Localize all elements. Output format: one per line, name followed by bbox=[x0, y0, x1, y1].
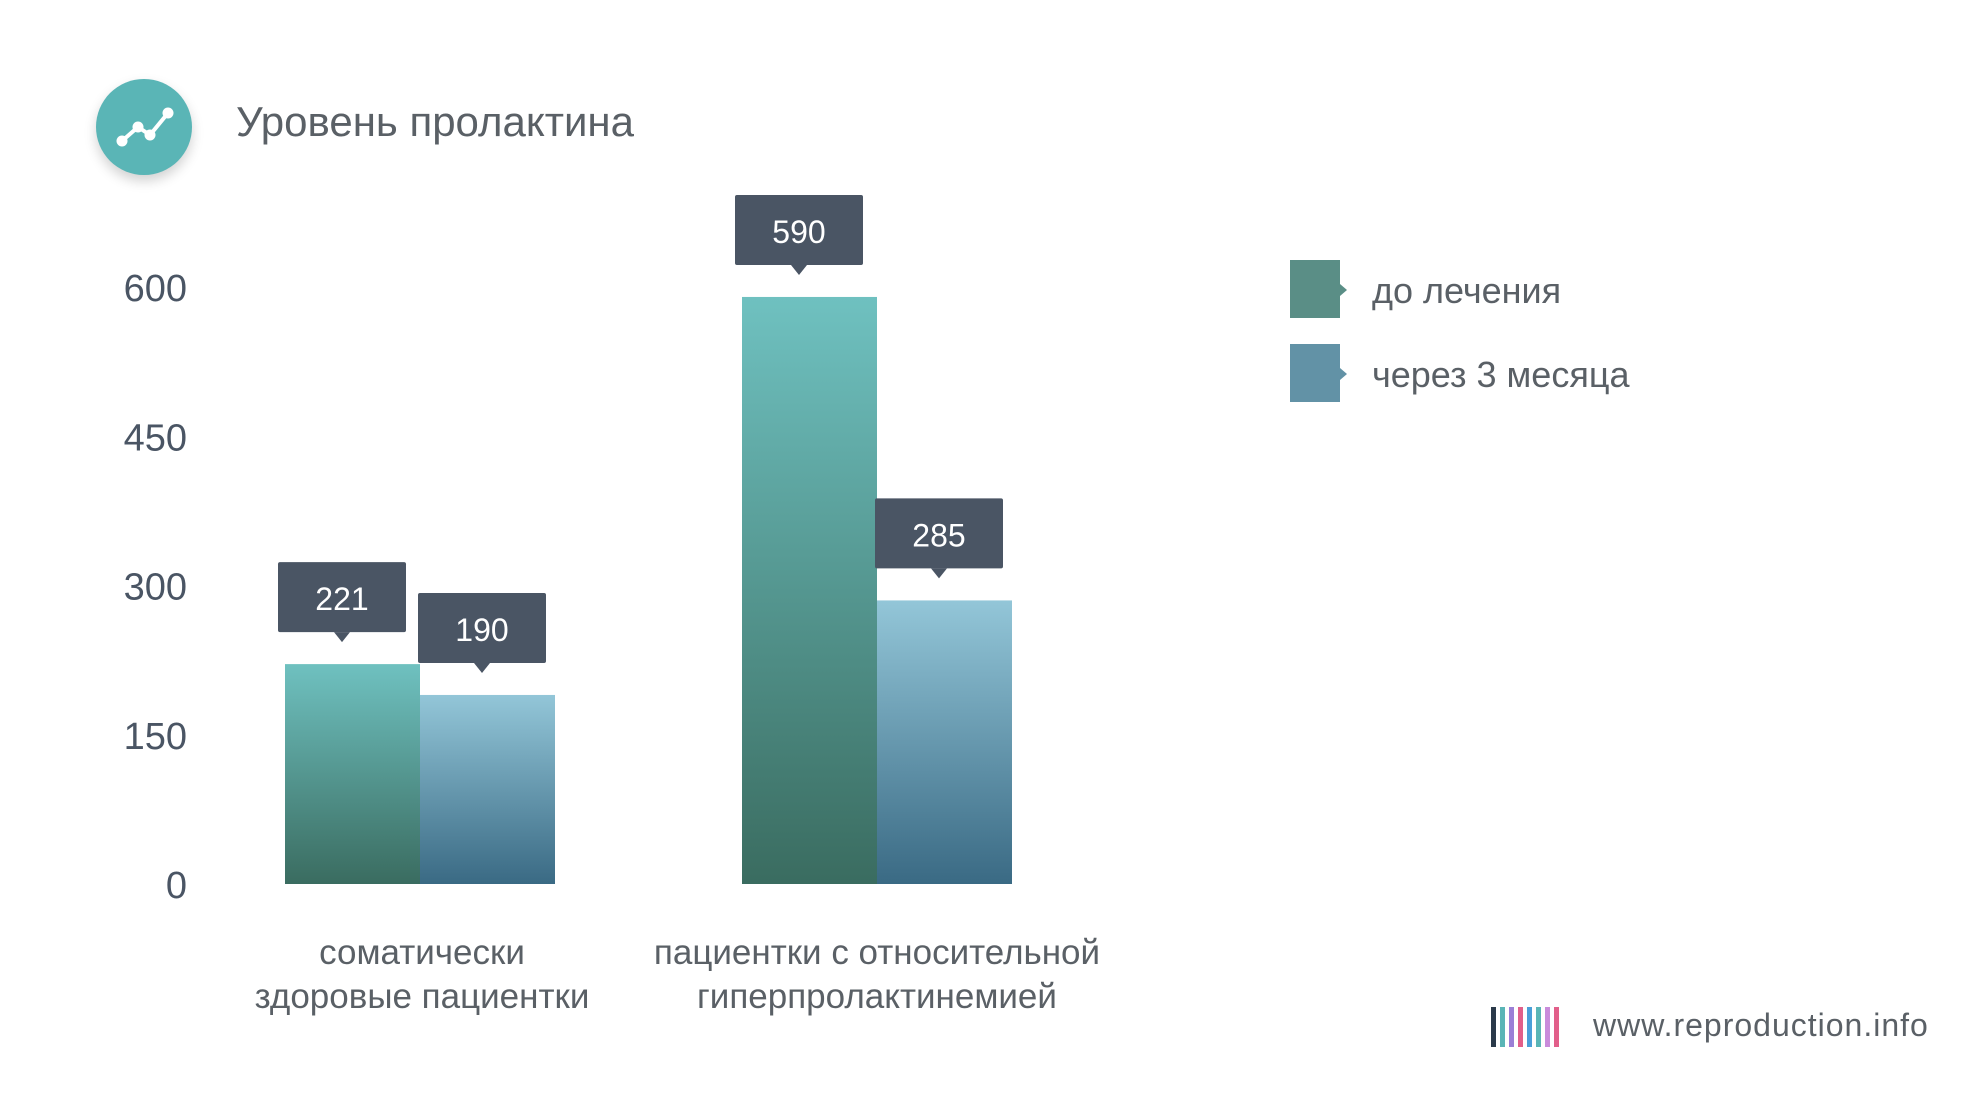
y-tick-label: 300 bbox=[124, 567, 187, 609]
brand-bar bbox=[1527, 1007, 1532, 1047]
y-tick-label: 150 bbox=[124, 716, 187, 758]
bar bbox=[285, 664, 420, 884]
x-category-label: здоровые пациентки bbox=[255, 977, 590, 1016]
bar bbox=[420, 694, 555, 884]
data-label: 285 bbox=[912, 517, 965, 553]
data-label-box bbox=[418, 592, 546, 663]
legend-label-after: через 3 месяца bbox=[1372, 354, 1630, 395]
bar bbox=[877, 600, 1012, 884]
brand-bar bbox=[1545, 1007, 1550, 1047]
x-category-label: гиперпролактинемией bbox=[697, 977, 1057, 1016]
brand-bar bbox=[1536, 1007, 1541, 1047]
bar bbox=[742, 296, 877, 884]
chart-title: Уровень пролактина bbox=[236, 98, 634, 145]
data-label-box bbox=[875, 498, 1003, 569]
brand-bar bbox=[1554, 1007, 1559, 1047]
legend-label-before: до лечения bbox=[1372, 270, 1562, 311]
x-category-label: соматически bbox=[319, 933, 525, 972]
legend-swatch-before bbox=[1290, 260, 1347, 318]
brand-bar bbox=[1509, 1007, 1514, 1047]
y-tick-label: 450 bbox=[124, 417, 187, 459]
brand-bar bbox=[1500, 1007, 1505, 1047]
data-label-pointer bbox=[334, 632, 350, 643]
brand-url[interactable]: www.reproduction.info bbox=[1593, 1007, 1929, 1043]
data-label: 590 bbox=[772, 214, 825, 250]
y-tick-label: 600 bbox=[124, 268, 187, 310]
data-label-pointer bbox=[931, 568, 947, 579]
data-label: 190 bbox=[455, 612, 508, 648]
x-category-label: пациентки с относительной bbox=[654, 933, 1100, 972]
data-label: 221 bbox=[315, 581, 368, 617]
data-label-box bbox=[278, 562, 406, 633]
brand-bar bbox=[1518, 1007, 1523, 1047]
line-chart-icon bbox=[96, 79, 192, 175]
y-tick-label: 0 bbox=[166, 865, 187, 907]
data-label-pointer bbox=[474, 662, 490, 673]
data-label-box bbox=[735, 194, 863, 265]
data-label-pointer bbox=[791, 264, 807, 275]
legend-swatch-after bbox=[1290, 344, 1347, 402]
brand-bar bbox=[1491, 1007, 1496, 1047]
